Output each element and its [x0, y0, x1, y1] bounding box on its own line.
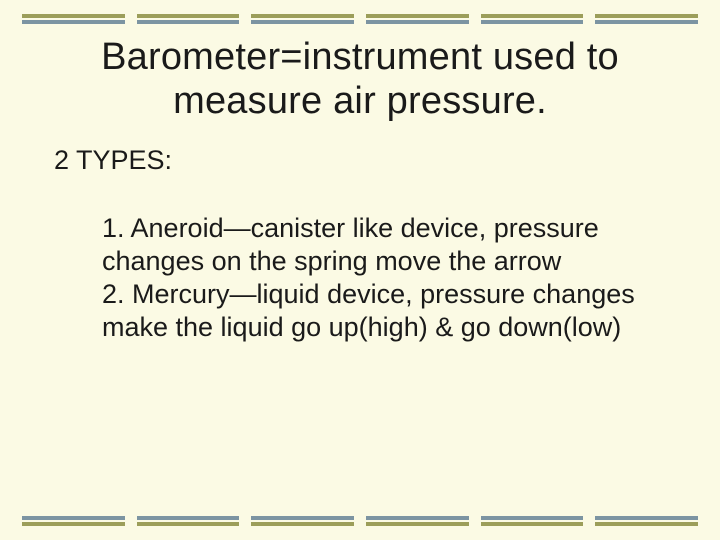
- stripe-segment: [481, 516, 584, 526]
- slide-subhead: 2 TYPES:: [54, 145, 660, 176]
- slide-body: 1. Aneroid—canister like device, pressur…: [102, 212, 650, 344]
- stripe-segment: [595, 14, 698, 24]
- stripe-segment: [481, 14, 584, 24]
- stripe-segment: [251, 14, 354, 24]
- stripe-segment: [366, 516, 469, 526]
- bottom-stripe-row: [0, 516, 720, 526]
- stripe-segment: [22, 14, 125, 24]
- slide-title: Barometer=instrument used to measure air…: [60, 36, 660, 123]
- stripe-segment: [22, 516, 125, 526]
- stripe-segment: [137, 14, 240, 24]
- stripe-segment: [251, 516, 354, 526]
- top-stripe-row: [0, 14, 720, 24]
- stripe-segment: [137, 516, 240, 526]
- stripe-segment: [595, 516, 698, 526]
- slide-content: Barometer=instrument used to measure air…: [0, 36, 720, 344]
- stripe-segment: [366, 14, 469, 24]
